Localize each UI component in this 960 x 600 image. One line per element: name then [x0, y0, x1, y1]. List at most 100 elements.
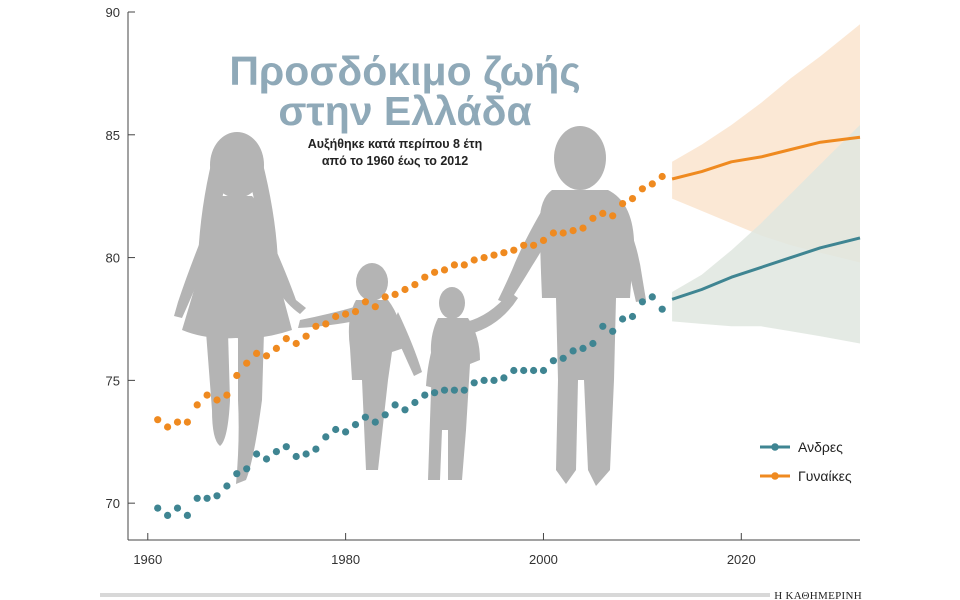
data-point-women — [569, 227, 577, 235]
data-point-men — [628, 312, 637, 321]
data-point-men — [154, 504, 162, 512]
data-point-men — [292, 452, 300, 461]
data-point-men — [223, 482, 231, 490]
legend-item-women: Γυναίκες — [760, 468, 852, 484]
data-point-men — [658, 305, 666, 313]
data-point-women — [262, 352, 271, 360]
data-point-women — [530, 241, 538, 249]
chart-title-line-2: στην Ελλάδα — [278, 88, 531, 134]
data-point-men — [332, 425, 340, 434]
data-point-women — [421, 273, 429, 281]
legend: Ανδρες Γυναίκες — [760, 439, 852, 484]
footer-rule — [100, 593, 770, 597]
data-point-men — [173, 504, 182, 512]
data-point-men — [440, 386, 449, 394]
data-point-men — [233, 470, 241, 478]
data-point-women — [213, 396, 221, 404]
data-point-women — [272, 344, 280, 352]
projection-bands — [672, 24, 860, 344]
data-point-women — [164, 423, 172, 431]
data-point-women — [440, 266, 449, 274]
y-tick-label: 70 — [106, 496, 120, 511]
data-point-women — [193, 401, 201, 409]
data-point-men — [322, 433, 330, 441]
data-point-men — [589, 339, 597, 348]
projection-lines — [671, 135, 861, 301]
data-point-women — [549, 229, 558, 237]
data-point-men — [599, 322, 607, 330]
data-point-women — [361, 298, 369, 306]
data-point-women — [312, 322, 320, 330]
x-tick-label: 1980 — [331, 552, 360, 567]
data-point-women — [302, 332, 310, 340]
data-point-women — [431, 268, 439, 276]
data-point-women — [411, 281, 419, 289]
data-point-women — [233, 371, 241, 380]
data-point-women — [342, 310, 350, 318]
data-point-men — [381, 411, 389, 419]
data-point-women — [539, 236, 548, 244]
y-tick-label: 80 — [106, 251, 120, 266]
data-point-men — [193, 494, 201, 502]
data-point-men — [530, 366, 538, 375]
data-point-women — [490, 251, 498, 259]
data-point-women — [460, 261, 468, 269]
data-point-women — [658, 172, 666, 181]
axes: 70 75 80 85 90 1960 1980 2000 2020 — [106, 5, 860, 567]
data-point-men — [351, 421, 360, 429]
data-point-men — [648, 293, 656, 301]
data-point-women — [253, 349, 261, 357]
data-point-men — [559, 354, 567, 362]
data-point-women — [510, 246, 518, 254]
legend-item-men: Ανδρες — [760, 439, 843, 455]
data-point-women — [223, 391, 231, 399]
source-credit: Η ΚΑΘΗΜΕΡΙΝΗ — [774, 590, 862, 600]
data-point-women — [450, 261, 458, 269]
data-point-women — [579, 224, 587, 232]
data-point-men — [253, 450, 261, 458]
data-point-women — [391, 290, 399, 298]
data-point-men — [213, 492, 221, 500]
data-point-men — [470, 379, 478, 387]
family-silhouette-illustration — [174, 126, 646, 486]
data-point-women — [638, 185, 647, 193]
data-point-men — [302, 450, 310, 458]
data-point-men — [391, 401, 399, 409]
data-point-women — [609, 212, 617, 220]
data-point-men — [371, 418, 379, 426]
data-point-men — [203, 494, 211, 502]
projection-line-women — [671, 135, 861, 181]
data-point-men — [549, 357, 558, 365]
data-point-men — [609, 327, 617, 335]
data-point-women — [559, 229, 567, 237]
chart-subtitle-line-1: Αυξήθηκε κατά περίπου 8 έτη — [308, 137, 483, 151]
observed-points — [154, 172, 666, 519]
data-point-men — [490, 376, 498, 384]
projection-band-men — [672, 125, 860, 344]
data-point-men — [579, 344, 587, 352]
data-point-women — [480, 254, 488, 262]
data-point-men — [164, 511, 172, 519]
data-point-men — [361, 413, 369, 421]
data-point-women — [203, 391, 211, 399]
projection-line-men — [671, 236, 861, 301]
data-point-women — [589, 214, 597, 222]
y-tick-label: 85 — [106, 128, 120, 143]
data-point-women — [500, 249, 508, 257]
x-tick-label: 2020 — [727, 552, 756, 567]
data-point-men — [342, 428, 350, 436]
data-point-men — [183, 511, 191, 519]
data-point-men — [520, 366, 528, 375]
data-point-women — [648, 180, 656, 188]
legend-label-men: Ανδρες — [798, 439, 843, 455]
data-point-men — [431, 389, 439, 397]
data-point-women — [619, 200, 627, 208]
data-point-men — [539, 366, 548, 375]
legend-label-women: Γυναίκες — [798, 468, 852, 484]
data-point-women — [282, 335, 290, 343]
data-point-women — [322, 320, 330, 328]
data-point-women — [351, 308, 360, 316]
y-tick-label: 75 — [106, 373, 120, 388]
data-point-women — [173, 418, 182, 426]
